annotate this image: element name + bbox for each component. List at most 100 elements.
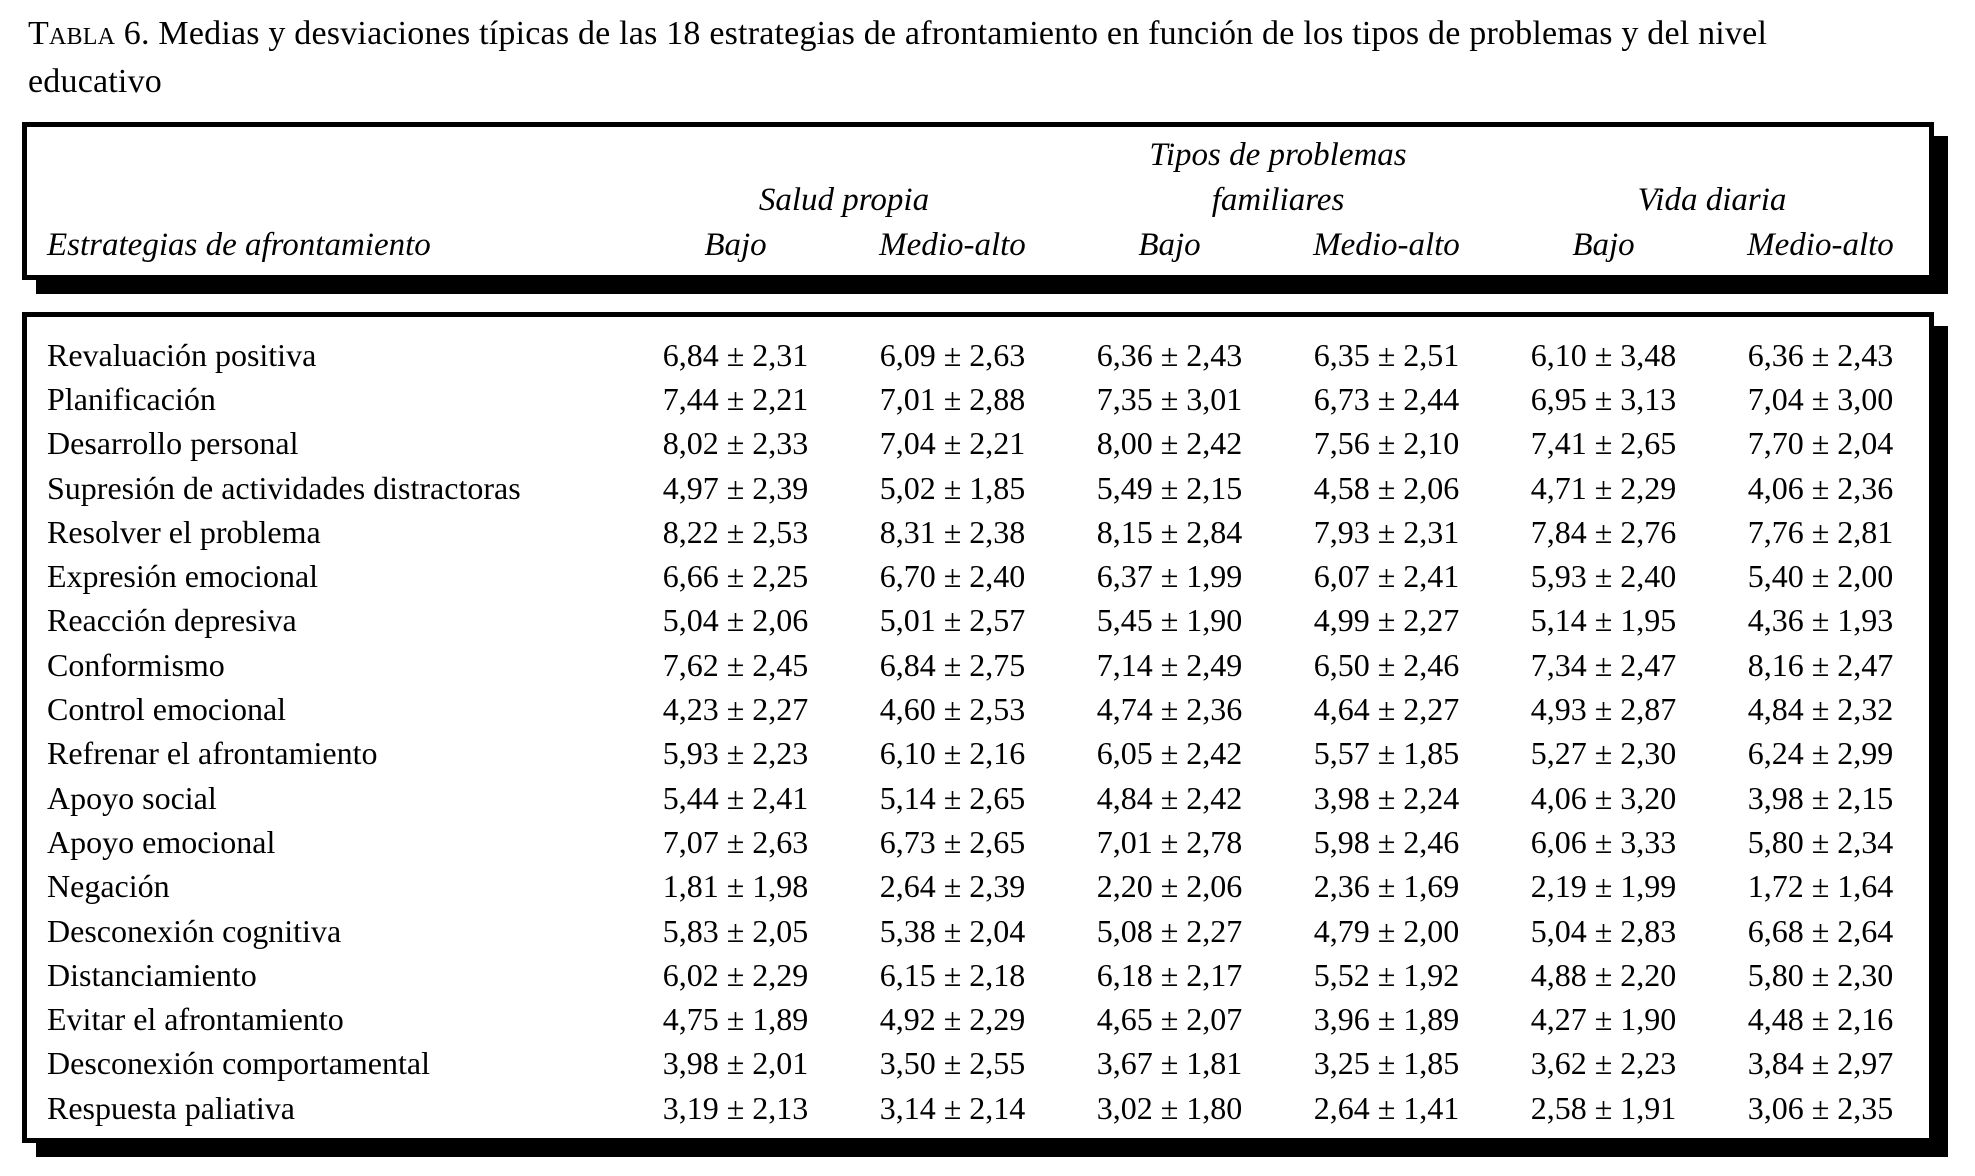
value-cell: 8,02 ± 2,33 (662, 425, 809, 462)
strategy-label: Respuesta paliativa (47, 1089, 295, 1126)
group-header-problemas-line1: Tipos de problemas (1149, 136, 1407, 173)
value-cell: 8,31 ± 2,38 (879, 513, 1026, 550)
table-row: Apoyo social 5,44 ± 2,41 5,14 ± 2,65 4,84 ±… (27, 776, 1929, 820)
value-cell: 3,84 ± 2,97 (1747, 1045, 1894, 1082)
value-cell: 7,04 ± 3,00 (1747, 380, 1894, 417)
table-row: Apoyo emocional 7,07 ± 2,63 6,73 ± 2,65 7,0… (27, 820, 1929, 864)
table-row: Desconexión comportamental 3,98 ± 2,01 3,5… (27, 1042, 1929, 1086)
strategy-label: Evitar el afrontamiento (47, 1001, 344, 1038)
value-cell: 5,52 ± 1,92 (1313, 956, 1460, 993)
value-cell: 3,06 ± 2,35 (1747, 1089, 1894, 1126)
value-cell: 7,70 ± 2,04 (1747, 425, 1894, 462)
table-body: Revaluación positiva 6,84 ± 2,31 6,09 ± 2,… (27, 333, 1929, 1130)
column-header-vida-bajo: Bajo (1572, 226, 1635, 263)
table-row: Resolver el problema 8,22 ± 2,53 8,31 ± 2,… (27, 510, 1929, 554)
value-cell: 5,98 ± 2,46 (1313, 823, 1460, 860)
value-cell: 3,96 ± 1,89 (1313, 1001, 1460, 1038)
value-cell: 5,14 ± 2,65 (879, 779, 1026, 816)
header-row-subheaders: Estrategias de afrontamiento Bajo Medio-… (27, 223, 1929, 267)
value-cell: 1,72 ± 1,64 (1747, 868, 1894, 905)
value-cell: 4,64 ± 2,27 (1313, 691, 1460, 728)
value-cell: 7,01 ± 2,78 (1096, 823, 1243, 860)
value-cell: 6,66 ± 2,25 (662, 558, 809, 595)
strategy-label: Expresión emocional (47, 558, 319, 595)
value-cell: 6,18 ± 2,17 (1096, 956, 1243, 993)
table-row: Desarrollo personal 8,02 ± 2,33 7,04 ± 2,2… (27, 422, 1929, 466)
value-cell: 3,02 ± 1,80 (1096, 1089, 1243, 1126)
strategy-label: Planificación (47, 380, 216, 417)
strategy-label: Revaluación positiva (47, 336, 317, 373)
value-cell: 4,74 ± 2,36 (1096, 691, 1243, 728)
value-cell: 2,64 ± 1,41 (1313, 1089, 1460, 1126)
value-cell: 7,62 ± 2,45 (662, 646, 809, 683)
strategy-label: Conformismo (47, 646, 225, 683)
table-caption: Tabla 6. Medias y desviaciones típicas d… (28, 10, 1788, 106)
value-cell: 3,98 ± 2,24 (1313, 779, 1460, 816)
value-cell: 5,44 ± 2,41 (662, 779, 809, 816)
table-row: Respuesta paliativa 3,19 ± 2,13 3,14 ± 2,1… (27, 1086, 1929, 1130)
value-cell: 6,05 ± 2,42 (1096, 735, 1243, 772)
value-cell: 8,22 ± 2,53 (662, 513, 809, 550)
value-cell: 2,64 ± 2,39 (879, 868, 1026, 905)
table-row: Supresión de actividades distractoras 4,9… (27, 466, 1929, 510)
value-cell: 5,93 ± 2,40 (1530, 558, 1677, 595)
value-cell: 3,14 ± 2,14 (879, 1089, 1026, 1126)
value-cell: 4,93 ± 2,87 (1530, 691, 1677, 728)
value-cell: 7,84 ± 2,76 (1530, 513, 1677, 550)
column-header-salud-medio-alto: Medio-alto (879, 226, 1026, 263)
value-cell: 2,20 ± 2,06 (1096, 868, 1243, 905)
value-cell: 8,00 ± 2,42 (1096, 425, 1243, 462)
table-caption-text: 6. Medias y desviaciones típicas de las … (28, 15, 1768, 100)
value-cell: 2,19 ± 1,99 (1530, 868, 1677, 905)
value-cell: 4,48 ± 2,16 (1747, 1001, 1894, 1038)
value-cell: 6,02 ± 2,29 (662, 956, 809, 993)
value-cell: 3,50 ± 2,55 (879, 1045, 1026, 1082)
value-cell: 6,37 ± 1,99 (1096, 558, 1243, 595)
value-cell: 6,36 ± 2,43 (1096, 336, 1243, 373)
strategy-label: Apoyo emocional (47, 823, 276, 860)
value-cell: 4,06 ± 3,20 (1530, 779, 1677, 816)
value-cell: 2,58 ± 1,91 (1530, 1089, 1677, 1126)
table-header-box: Tipos de problemas Salud propia familiar… (22, 122, 1934, 280)
value-cell: 4,97 ± 2,39 (662, 469, 809, 506)
value-cell: 3,98 ± 2,01 (662, 1045, 809, 1082)
table-row: Planificación 7,44 ± 2,21 7,01 ± 2,88 7,35 … (27, 377, 1929, 421)
table-row: Evitar el afrontamiento 4,75 ± 1,89 4,92 ±… (27, 997, 1929, 1041)
group-header-familiares: familiares (1211, 181, 1345, 218)
value-cell: 5,45 ± 1,90 (1096, 602, 1243, 639)
value-cell: 3,62 ± 2,23 (1530, 1045, 1677, 1082)
value-cell: 5,57 ± 1,85 (1313, 735, 1460, 772)
value-cell: 3,25 ± 1,85 (1313, 1045, 1460, 1082)
strategy-label: Desarrollo personal (47, 425, 299, 462)
value-cell: 4,23 ± 2,27 (662, 691, 809, 728)
value-cell: 7,14 ± 2,49 (1096, 646, 1243, 683)
value-cell: 6,84 ± 2,31 (662, 336, 809, 373)
value-cell: 4,06 ± 2,36 (1747, 469, 1894, 506)
value-cell: 7,56 ± 2,10 (1313, 425, 1460, 462)
value-cell: 4,84 ± 2,42 (1096, 779, 1243, 816)
group-header-salud-propia: Salud propia (758, 181, 930, 218)
value-cell: 7,35 ± 3,01 (1096, 380, 1243, 417)
value-cell: 4,79 ± 2,00 (1313, 912, 1460, 949)
strategy-label: Reacción depresiva (47, 602, 297, 639)
table-row: Expresión emocional 6,66 ± 2,25 6,70 ± 2,4… (27, 554, 1929, 598)
value-cell: 4,65 ± 2,07 (1096, 1001, 1243, 1038)
table-row: Revaluación positiva 6,84 ± 2,31 6,09 ± 2,… (27, 333, 1929, 377)
value-cell: 4,60 ± 2,53 (879, 691, 1026, 728)
value-cell: 5,80 ± 2,30 (1747, 956, 1894, 993)
value-cell: 5,80 ± 2,34 (1747, 823, 1894, 860)
value-cell: 7,44 ± 2,21 (662, 380, 809, 417)
value-cell: 1,81 ± 1,98 (662, 868, 809, 905)
value-cell: 5,93 ± 2,23 (662, 735, 809, 772)
table-row: Control emocional 4,23 ± 2,27 4,60 ± 2,53 4… (27, 687, 1929, 731)
strategy-label: Negación (47, 868, 170, 905)
value-cell: 5,83 ± 2,05 (662, 912, 809, 949)
value-cell: 6,10 ± 3,48 (1530, 336, 1677, 373)
value-cell: 7,34 ± 2,47 (1530, 646, 1677, 683)
value-cell: 3,98 ± 2,15 (1747, 779, 1894, 816)
table-row: Refrenar el afrontamiento 5,93 ± 2,23 6,10… (27, 732, 1929, 776)
value-cell: 6,07 ± 2,41 (1313, 558, 1460, 595)
header-row-group-top: Tipos de problemas (27, 133, 1929, 177)
value-cell: 6,36 ± 2,43 (1747, 336, 1894, 373)
